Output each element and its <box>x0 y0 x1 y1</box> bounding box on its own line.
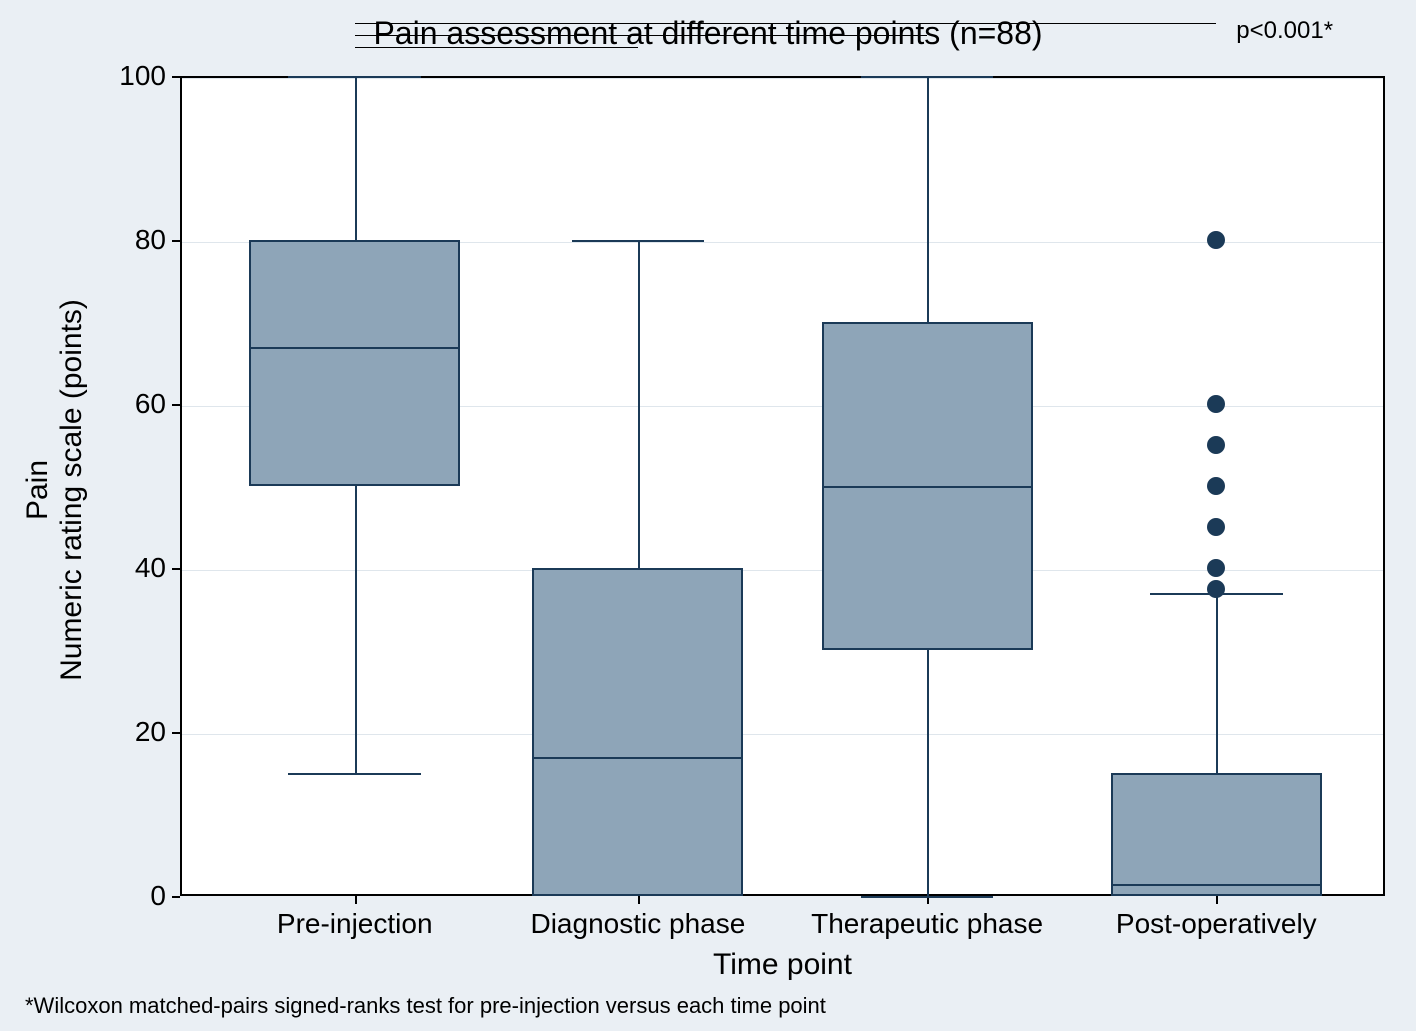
chart-canvas: Pain assessment at different time points… <box>0 0 1416 1031</box>
boxplot-median <box>1111 884 1322 886</box>
y-tick <box>172 404 180 406</box>
x-tick-label: Post-operatively <box>1066 908 1366 940</box>
outlier-point <box>1207 580 1225 598</box>
x-tick <box>638 896 640 904</box>
grid-line <box>182 78 1383 79</box>
x-tick-label: Pre-injection <box>205 908 505 940</box>
y-tick-label: 80 <box>135 224 166 256</box>
y-tick-label: 40 <box>135 552 166 584</box>
significance-bar <box>355 47 638 48</box>
significance-bar <box>355 35 927 36</box>
y-tick-label: 0 <box>150 880 166 912</box>
y-axis-title: Pain Numeric rating scale (points) <box>21 80 89 900</box>
whisker-upper <box>927 76 929 322</box>
boxplot-box <box>249 240 460 486</box>
x-tick-label: Diagnostic phase <box>488 908 788 940</box>
boxplot-median <box>249 347 460 349</box>
y-tick-label: 60 <box>135 388 166 420</box>
whisker-cap-lower <box>861 896 994 898</box>
boxplot-box <box>1111 773 1322 896</box>
whisker-upper <box>638 240 640 568</box>
y-tick <box>172 240 180 242</box>
whisker-upper <box>1216 593 1218 773</box>
whisker-upper <box>355 76 357 240</box>
x-tick <box>1216 896 1218 904</box>
y-axis-title-line2: Numeric rating scale (points) <box>55 80 89 900</box>
y-tick-label: 20 <box>135 716 166 748</box>
boxplot-median <box>822 486 1033 488</box>
x-tick <box>355 896 357 904</box>
footnote: *Wilcoxon matched-pairs signed-ranks tes… <box>25 993 826 1019</box>
y-axis-title-line1: Pain <box>21 80 55 900</box>
whisker-cap-upper <box>288 76 421 78</box>
whisker-cap-upper <box>572 240 705 242</box>
grid-line <box>182 570 1383 571</box>
whisker-cap-upper <box>861 76 994 78</box>
p-value-label: p<0.001* <box>1236 17 1333 45</box>
chart-title: Pain assessment at different time points… <box>0 15 1416 52</box>
y-tick <box>172 732 180 734</box>
x-tick-label: Therapeutic phase <box>777 908 1077 940</box>
y-tick <box>172 896 180 898</box>
y-tick <box>172 76 180 78</box>
y-tick <box>172 568 180 570</box>
whisker-cap-lower <box>288 773 421 775</box>
boxplot-box <box>532 568 743 896</box>
y-tick-label: 100 <box>119 60 166 92</box>
whisker-lower <box>927 650 929 896</box>
grid-line <box>182 734 1383 735</box>
significance-bar <box>355 23 1217 24</box>
x-axis-title: Time point <box>180 948 1385 982</box>
whisker-lower <box>355 486 357 773</box>
boxplot-median <box>532 757 743 759</box>
